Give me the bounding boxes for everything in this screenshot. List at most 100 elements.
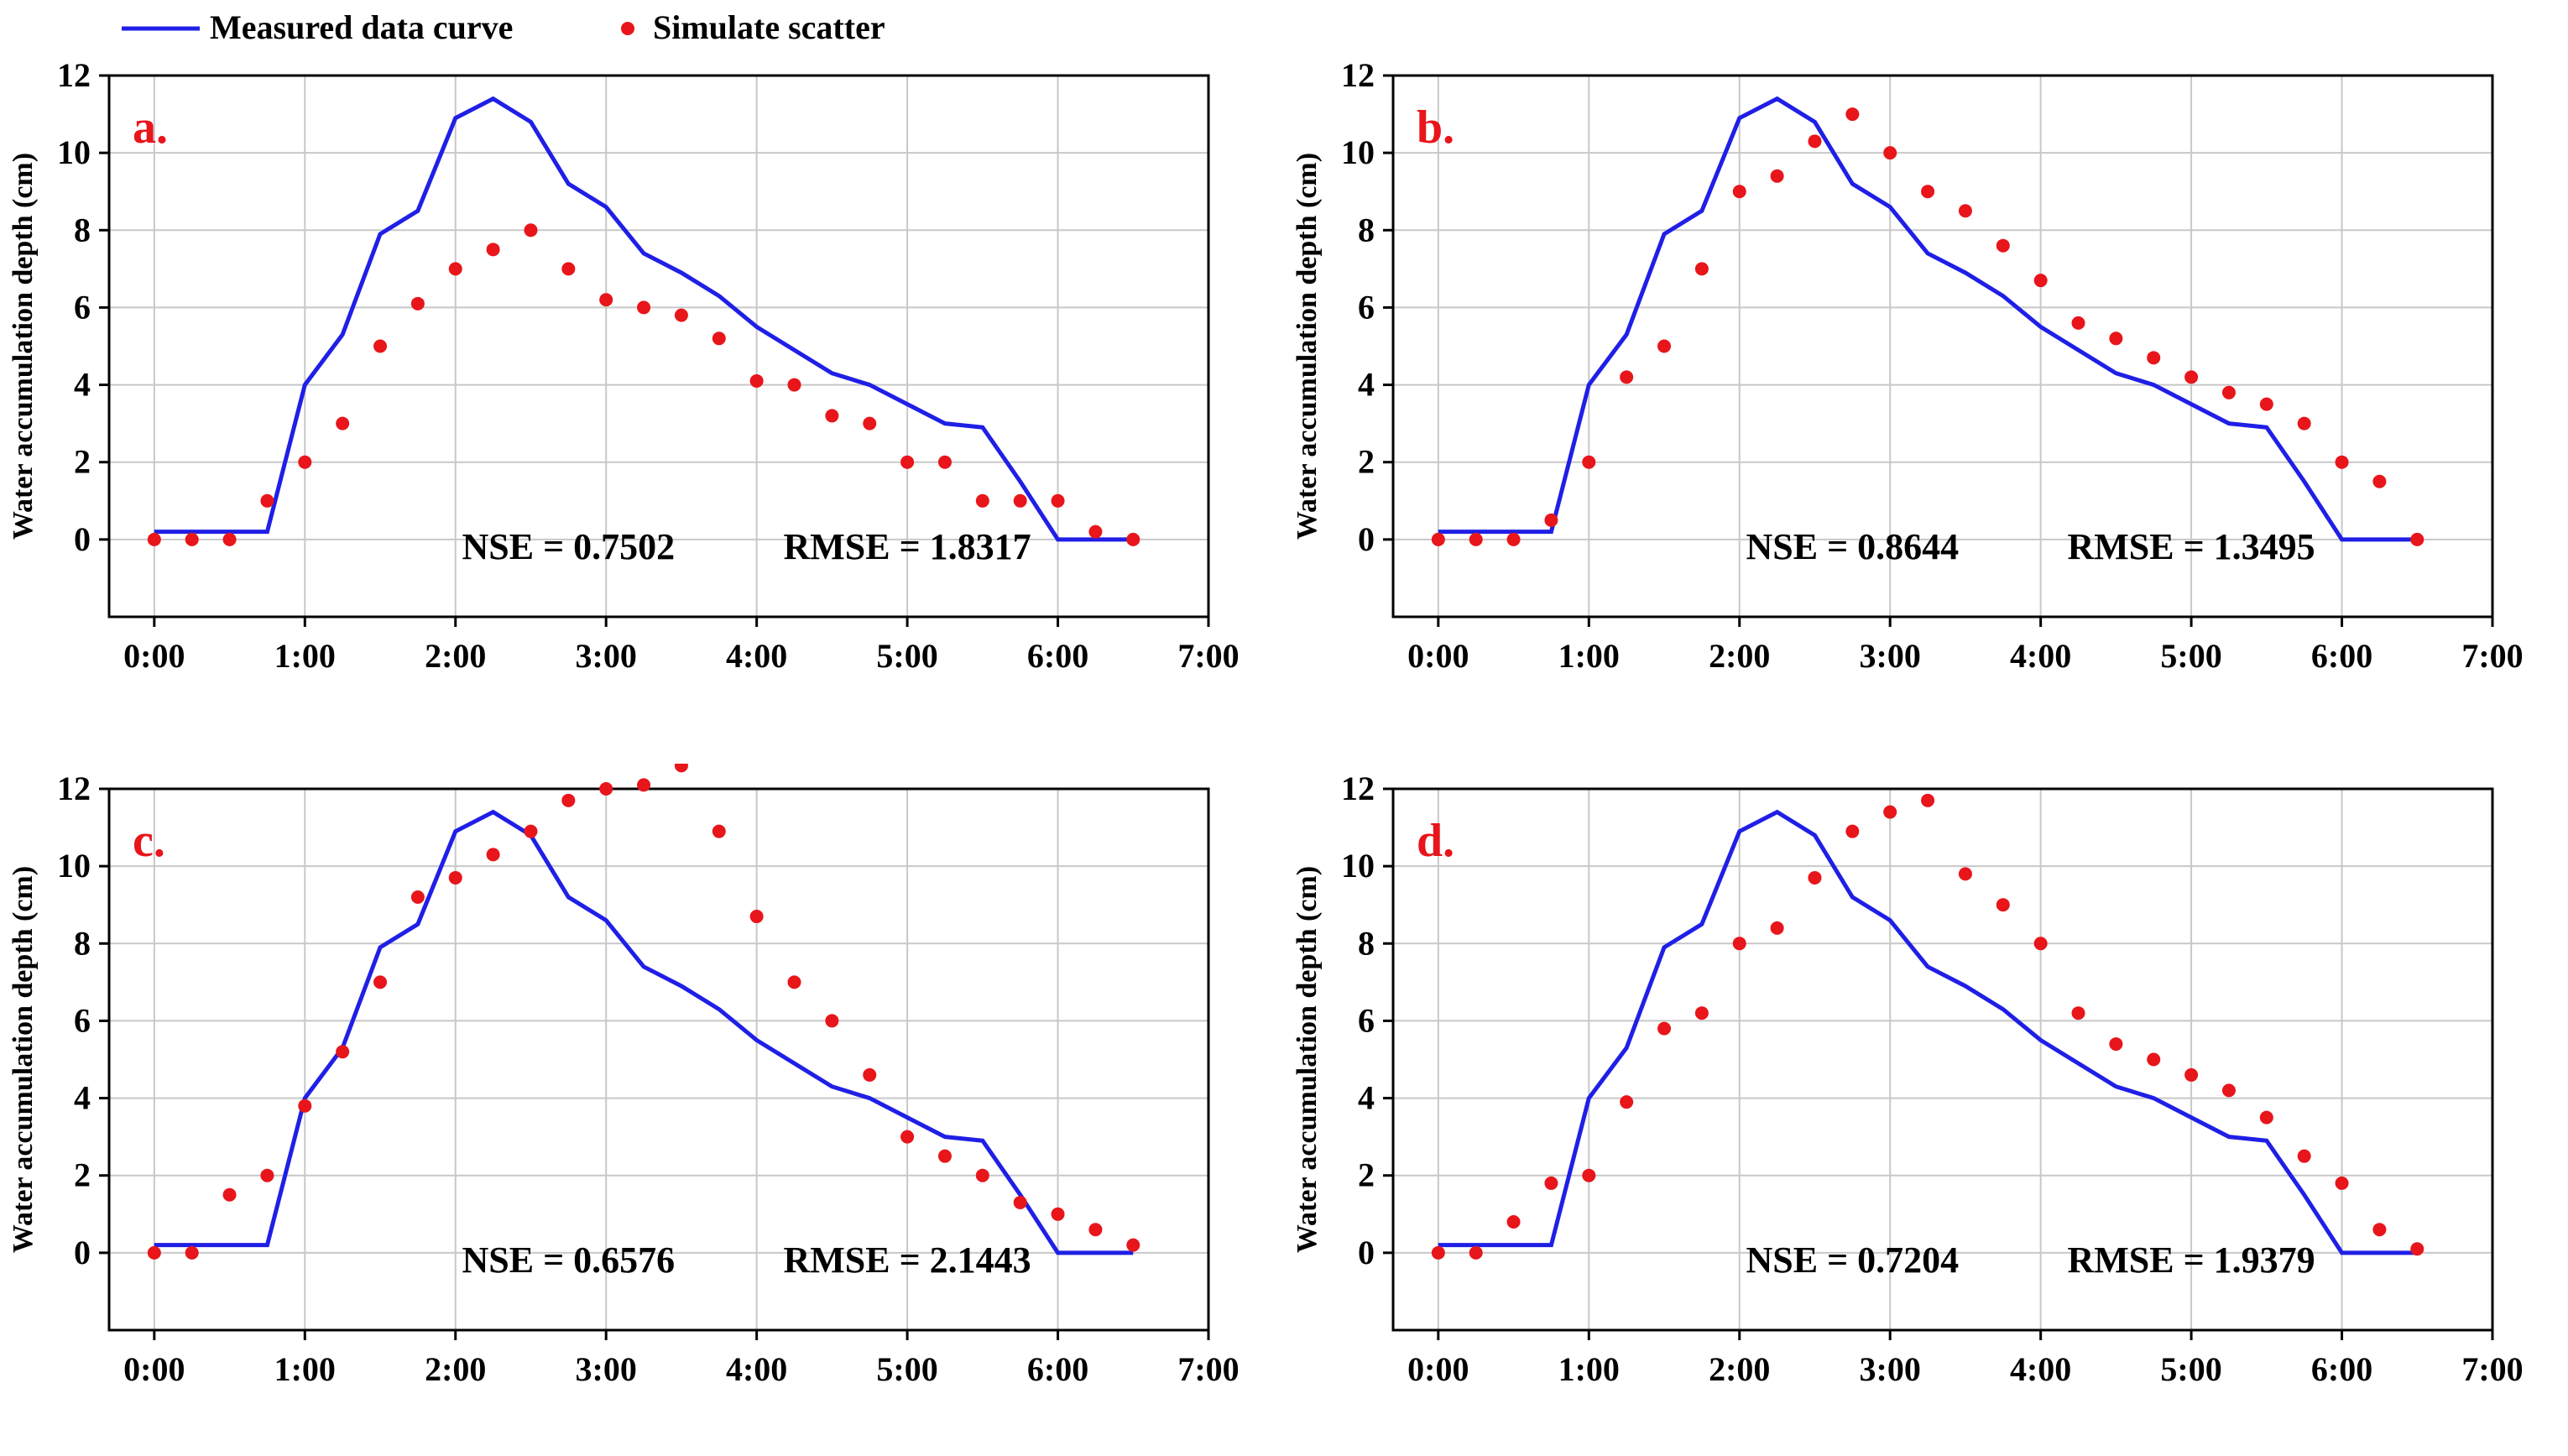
x-tick-label: 6:00: [2311, 637, 2372, 675]
legend-scatter-swatch: [621, 22, 634, 35]
y-tick-label: 6: [1358, 1001, 1375, 1039]
simulate-scatter-point: [1431, 532, 1445, 546]
simulate-scatter-point: [448, 870, 462, 885]
simulate-scatter-point: [260, 1168, 274, 1182]
y-tick-label: 10: [57, 847, 91, 885]
panel-a: 0:00 1:00 2:00 3:00 4:00 5:00 6:00 7:00 0 2 4 6 8 10 1…: [0, 50, 1284, 738]
simulate-scatter-point: [749, 373, 764, 388]
simulate-scatter-point: [1770, 921, 1784, 935]
rmse-annotation: RMSE = 1.8317: [783, 526, 1031, 567]
simulate-scatter-point: [1013, 1195, 1027, 1209]
simulate-scatter-point: [637, 300, 651, 315]
x-tick-label: 4:00: [726, 637, 787, 675]
y-axis-label: Water accumulation depth (cm): [8, 866, 39, 1253]
simulate-scatter-point: [1544, 1176, 1558, 1190]
panel-c: 0:00 1:00 2:00 3:00 4:00 5:00 6:00 7:00 0 2 4 6 8 10 1…: [0, 759, 1284, 1452]
y-axis-label: Water accumulation depth (cm): [1292, 153, 1323, 540]
nse-annotation: NSE = 0.6576: [462, 1239, 675, 1281]
simulate-scatter-point: [1694, 262, 1709, 276]
simulate-scatter-point: [749, 910, 764, 924]
nse-annotation: NSE = 0.7204: [1746, 1239, 1959, 1281]
simulate-scatter-point: [2071, 316, 2085, 330]
simulate-scatter-point: [900, 455, 915, 469]
simulate-scatter-point: [1620, 370, 1634, 384]
simulate-scatter-point: [1921, 793, 1935, 807]
simulate-scatter-point: [1126, 1238, 1140, 1252]
x-tick-label: 0:00: [123, 1350, 185, 1388]
simulate-scatter-point: [1657, 1021, 1672, 1036]
simulate-scatter-point: [1732, 185, 1746, 199]
simulate-scatter-point: [222, 1187, 237, 1202]
simulate-scatter-point: [222, 532, 237, 546]
panel-letter: c.: [133, 815, 165, 867]
simulate-scatter-point: [2372, 1223, 2387, 1237]
simulate-scatter-point: [2071, 1006, 2085, 1020]
plot-frame: [107, 74, 1210, 618]
x-tick-label: 5:00: [2160, 637, 2221, 675]
y-tick-label: 6: [74, 1001, 91, 1039]
simulate-scatter-point: [1808, 870, 1822, 885]
simulate-scatter-point: [787, 975, 801, 989]
simulate-scatter-point: [336, 416, 350, 431]
y-tick-label: 4: [74, 1079, 91, 1117]
plot-frame: [1391, 787, 2494, 1332]
y-tick-label: 12: [1341, 56, 1375, 94]
y-tick-label: 0: [1358, 520, 1375, 558]
rmse-annotation: RMSE = 2.1443: [783, 1239, 1031, 1281]
simulate-scatter-point: [1469, 1245, 1483, 1260]
x-tick-label: 6:00: [2311, 1350, 2372, 1388]
simulate-scatter-point: [2147, 351, 2161, 365]
simulate-scatter-point: [599, 782, 613, 796]
simulate-scatter-point: [2259, 1110, 2273, 1125]
simulate-scatter-point: [1469, 532, 1483, 546]
simulate-scatter-point: [1506, 1215, 1521, 1229]
y-tick-label: 0: [1358, 1234, 1375, 1271]
y-tick-label: 12: [57, 770, 91, 807]
simulate-scatter-point: [1883, 146, 1897, 160]
y-tick-label: 10: [1341, 133, 1375, 171]
measured-data-curve: [1438, 809, 2418, 1255]
simulate-scatter-point: [1996, 898, 2010, 912]
x-tick-label: 4:00: [726, 1350, 787, 1388]
simulate-scatter-point: [1620, 1095, 1634, 1109]
simulate-scatter-point: [2259, 397, 2273, 411]
panel-b: 0:00 1:00 2:00 3:00 4:00 5:00 6:00 7:00 0 2 4 6 8 10 1…: [1284, 50, 2568, 738]
simulate-scatter-point: [2184, 370, 2199, 384]
simulate-scatter-point: [1770, 169, 1784, 183]
simulate-scatter-point: [2372, 474, 2387, 488]
simulate-scatter-point: [147, 532, 161, 546]
measured-data-curve: [154, 809, 1134, 1255]
simulate-scatter-point: [1582, 1168, 1596, 1182]
x-tick-label: 1:00: [274, 1350, 336, 1388]
simulate-scatter-point: [1921, 185, 1935, 199]
x-tick-label: 5:00: [876, 637, 937, 675]
simulate-scatter-point: [298, 455, 312, 469]
simulate-scatter-point: [1013, 493, 1027, 508]
simulate-scatter-point: [524, 824, 538, 838]
simulate-scatter-point: [1845, 107, 1860, 122]
y-tick-label: 10: [57, 133, 91, 171]
panel-d: 0:00 1:00 2:00 3:00 4:00 5:00 6:00 7:00 0 2 4 6 8 10 1…: [1284, 764, 2568, 1452]
simulate-scatter-point: [2109, 331, 2123, 346]
x-tick-label: 6:00: [1027, 1350, 1088, 1388]
nse-annotation: NSE = 0.8644: [1746, 526, 1959, 567]
y-tick-label: 0: [74, 520, 91, 558]
chart-d: 0:00 1:00 2:00 3:00 4:00 5:00 6:00 7:00 0 2 4 6 8 10 1…: [1292, 770, 2524, 1388]
y-tick-label: 6: [1358, 288, 1375, 326]
y-tick-label: 12: [57, 56, 91, 94]
y-tick-label: 4: [1358, 1079, 1375, 1117]
y-tick-label: 2: [1358, 1156, 1375, 1194]
simulate-scatter-point: [1126, 532, 1140, 546]
simulate-scatter-point: [1958, 204, 1972, 218]
simulate-scatter-point: [1732, 937, 1746, 951]
simulate-scatter-point: [1845, 824, 1860, 838]
simulate-scatter-point: [1808, 134, 1822, 149]
x-tick-label: 6:00: [1027, 637, 1088, 675]
simulate-scatter-point: [2335, 1176, 2349, 1190]
y-tick-label: 4: [1358, 366, 1375, 404]
chart-b: 0:00 1:00 2:00 3:00 4:00 5:00 6:00 7:00 0 2 4 6 8 10 1…: [1292, 56, 2524, 675]
simulate-scatter-point: [937, 455, 952, 469]
rmse-annotation: RMSE = 1.9379: [2067, 1239, 2315, 1281]
simulate-scatter-point: [1996, 238, 2010, 253]
simulate-scatter-point: [637, 778, 651, 792]
